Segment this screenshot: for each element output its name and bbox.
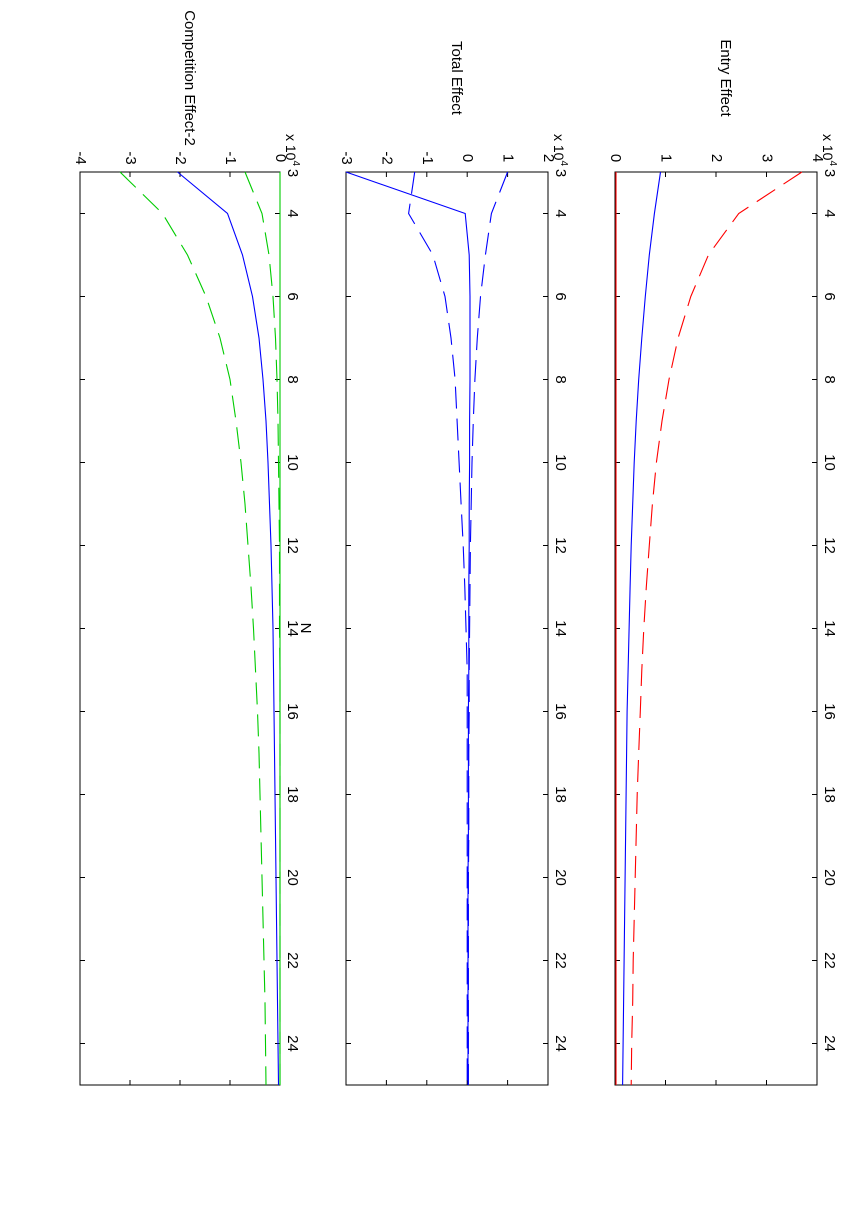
plot-border [614,171,818,1086]
y-scale-factor: x 104 [283,134,301,166]
y-scale-factor: x 104 [820,134,838,166]
y-tick-label: 3 [759,154,776,162]
y-scale-exponent: 4 [558,160,569,166]
x-tick-label: 4 [552,209,569,217]
x-tick-label: 10 [821,454,838,471]
x-tick-label: 22 [284,952,301,969]
plot-border [79,171,281,1086]
series-line-2 [177,171,280,1086]
x-tick-label: 16 [552,703,569,720]
x-tick-label: 8 [821,375,838,383]
x-tick-label: 14 [552,620,569,637]
x-tick-label: 8 [552,375,569,383]
x-tick-label: 18 [284,786,301,803]
series-line-3 [244,171,281,1085]
y-tick-label: 0 [607,154,624,162]
y-tick-label: 0 [272,154,289,162]
x-tick-label: 14 [284,620,301,637]
x-tick-label: 16 [821,703,838,720]
x-tick-label: 24 [552,1035,569,1052]
x-tick-label: 22 [552,952,569,969]
x-tick-label: 12 [552,537,569,554]
x-tick-label: 12 [284,537,301,554]
x-tick-label: 4 [284,209,301,217]
x-tick-label: 3 [821,169,838,177]
x-tick-label: 16 [284,703,301,720]
y-tick-label: 1 [500,154,517,162]
y-scale-exponent: 4 [290,160,301,166]
y-scale-factor: x 104 [551,134,569,166]
y-tick-label: 2 [540,154,557,162]
y-tick-label: 2 [708,154,725,162]
x-tick-label: 6 [284,292,301,300]
x-tick-label: 6 [552,292,569,300]
x-tick-label: 20 [821,869,838,886]
series-line-2 [622,171,662,1086]
y-axis-title: Competition Effect-2 [181,10,198,146]
y-tick-label: -3 [338,151,355,164]
x-tick-label: 10 [284,454,301,471]
y-tick-label: 0 [459,154,476,162]
y-tick-label: -4 [72,151,89,164]
y-tick-label: -3 [122,151,139,164]
y-scale-exponent: 4 [827,160,838,166]
series-line-1 [119,171,267,1086]
y-axis-title: Total Effect [448,41,465,116]
series-line-1 [467,171,509,1085]
series-line-3 [345,171,471,1085]
x-tick-label: 4 [821,209,838,217]
x-tick-label: 3 [552,169,569,177]
x-tick-label: 12 [821,537,838,554]
series-line-1 [630,171,803,1086]
x-tick-label: 10 [552,454,569,471]
y-tick-label: 1 [658,154,675,162]
x-tick-label: 6 [821,292,838,300]
x-tick-label: 24 [821,1035,838,1052]
y-scale-base: x 10 [551,134,567,161]
x-tick-label: 20 [284,869,301,886]
y-scale-base: x 10 [283,134,299,161]
y-tick-label: -2 [172,151,189,164]
y-tick-label: -1 [222,151,239,164]
y-axis-title: Entry Effect [717,39,734,117]
x-tick-label: 3 [284,169,301,177]
y-scale-base: x 10 [820,134,836,161]
x-tick-label: 24 [284,1035,301,1052]
x-tick-label: 18 [552,786,569,803]
series-line-2 [408,171,468,1085]
x-tick-label: 14 [821,620,838,637]
x-tick-label: 22 [821,952,838,969]
x-tick-label: 8 [284,375,301,383]
y-tick-label: -2 [378,151,395,164]
shared-x-axis-label: N [297,623,314,634]
x-tick-label: 18 [821,786,838,803]
y-tick-label: 4 [809,154,826,162]
x-tick-label: 20 [552,869,569,886]
y-tick-label: -1 [419,151,436,164]
